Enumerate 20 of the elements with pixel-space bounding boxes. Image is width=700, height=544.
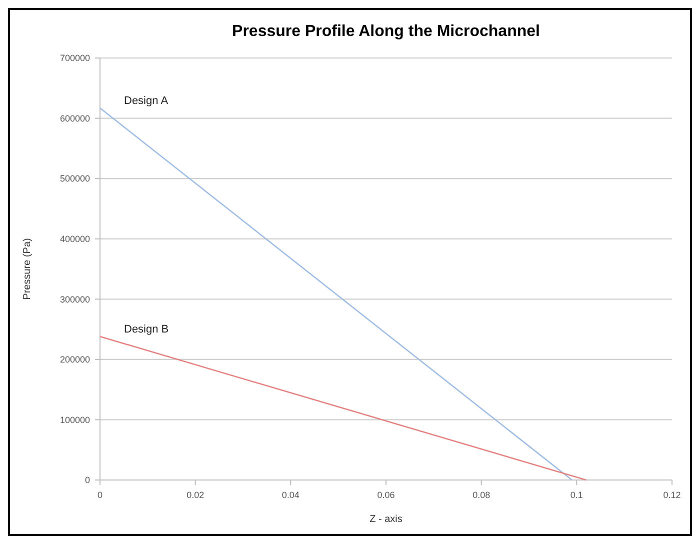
x-axis-title: Z - axis xyxy=(370,514,402,525)
y-tick-label: 600000 xyxy=(60,113,90,124)
x-tick-label: 0.12 xyxy=(663,490,681,500)
x-tick-label: 0.08 xyxy=(472,490,490,500)
chart-title: Pressure Profile Along the Microchannel xyxy=(232,23,540,40)
x-tick-label: 0.04 xyxy=(282,490,300,500)
y-tick-label: 300000 xyxy=(60,294,90,304)
y-tick-label: 100000 xyxy=(60,414,90,425)
x-tick-label: 0 xyxy=(97,490,103,500)
x-tick-label: 0.02 xyxy=(186,490,204,500)
y-axis-title: Pressure (Pa) xyxy=(22,238,33,300)
series-label: Design A xyxy=(124,95,169,108)
x-tick-label: 0.1 xyxy=(570,490,583,500)
y-tick-label: 700000 xyxy=(60,53,90,64)
y-tick-label: 400000 xyxy=(60,234,90,244)
series-label: Design B xyxy=(124,324,169,336)
y-tick-label: 200000 xyxy=(60,354,90,365)
x-tick-label: 0.06 xyxy=(377,490,395,500)
y-tick-label: 500000 xyxy=(60,174,90,184)
y-tick-label: 0 xyxy=(84,475,90,486)
